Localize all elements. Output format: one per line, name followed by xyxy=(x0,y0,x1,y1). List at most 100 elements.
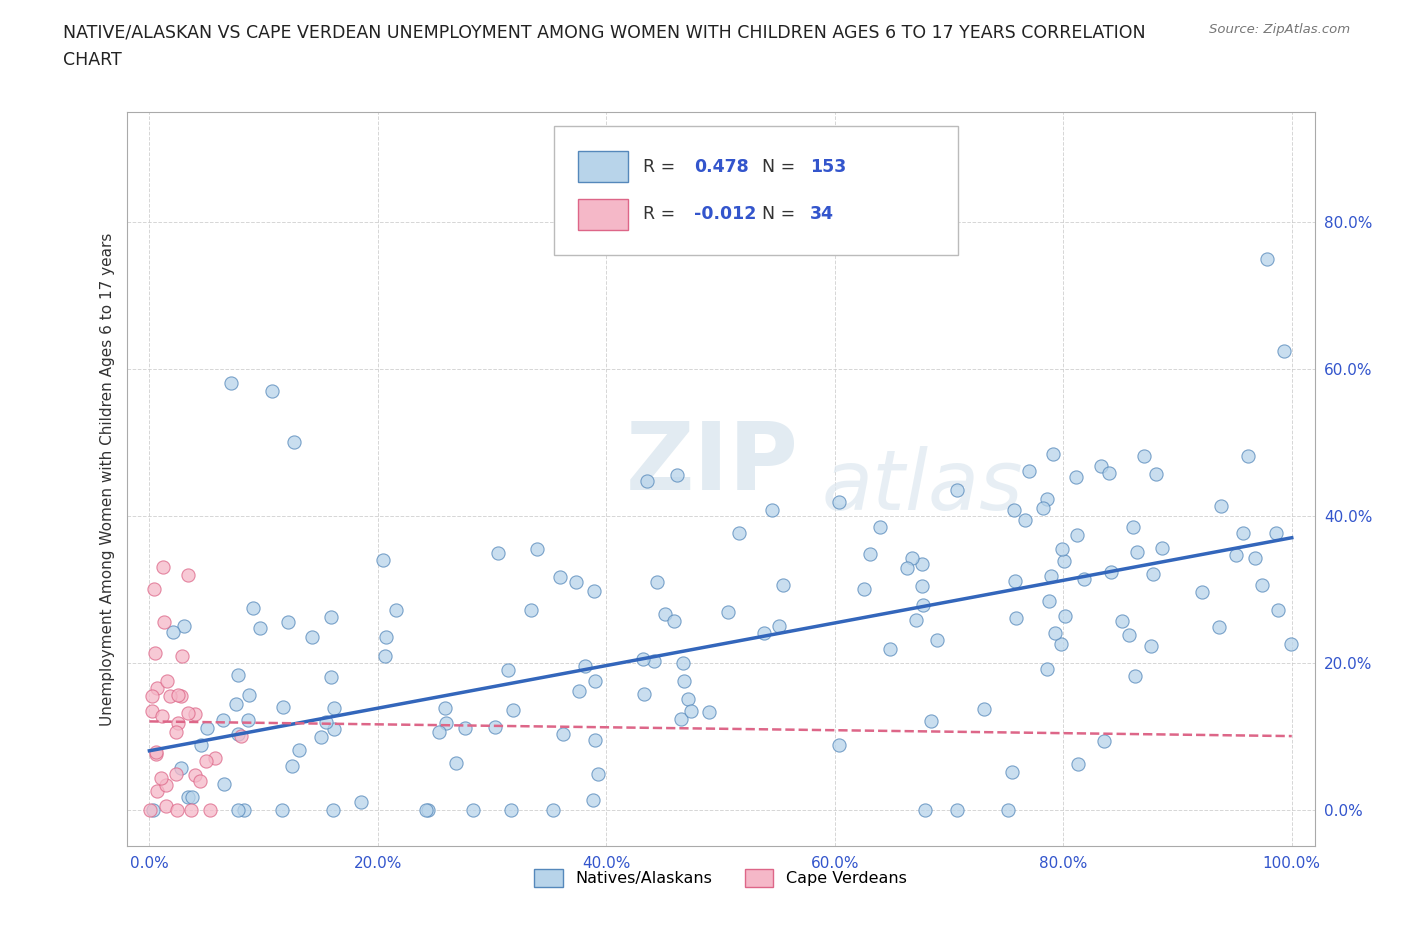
Text: 0.478: 0.478 xyxy=(695,158,749,176)
Point xyxy=(167,688,190,703)
Point xyxy=(582,792,605,807)
Text: CHART: CHART xyxy=(63,51,122,69)
Point xyxy=(1191,585,1213,600)
Text: N =: N = xyxy=(762,206,801,223)
Point xyxy=(1133,448,1156,463)
Point xyxy=(484,720,506,735)
Point xyxy=(1279,637,1302,652)
Point xyxy=(177,790,200,804)
Point xyxy=(643,654,665,669)
Point xyxy=(374,648,396,663)
Point xyxy=(1126,544,1149,559)
Point xyxy=(1043,626,1066,641)
Point xyxy=(574,659,596,674)
Point xyxy=(679,703,702,718)
Text: R =: R = xyxy=(644,206,681,223)
Point xyxy=(249,620,271,635)
Point xyxy=(486,546,509,561)
Point xyxy=(183,767,205,782)
Point xyxy=(636,473,658,488)
Point xyxy=(143,645,166,660)
Point xyxy=(911,556,934,571)
Point xyxy=(416,802,439,817)
Point xyxy=(565,575,588,590)
Text: 34: 34 xyxy=(810,206,834,223)
Point xyxy=(371,552,394,567)
Point xyxy=(142,802,165,817)
Point xyxy=(1050,541,1073,556)
Point xyxy=(173,618,195,633)
Point xyxy=(1032,501,1054,516)
Point xyxy=(433,700,456,715)
Point xyxy=(301,630,323,644)
Point xyxy=(150,770,173,785)
Point xyxy=(1036,491,1059,506)
Point xyxy=(1121,519,1143,534)
Point xyxy=(498,662,520,677)
Point xyxy=(315,714,337,729)
Point xyxy=(159,689,181,704)
Point xyxy=(869,520,891,535)
Point xyxy=(553,726,575,741)
Point xyxy=(1256,251,1278,266)
Point xyxy=(946,802,969,817)
Point xyxy=(146,783,169,798)
Point xyxy=(166,724,188,739)
Point xyxy=(768,618,790,633)
Point xyxy=(434,715,457,730)
Point xyxy=(1118,627,1140,642)
Point xyxy=(673,673,696,688)
Point xyxy=(1053,608,1076,623)
Point xyxy=(155,777,177,792)
FancyBboxPatch shape xyxy=(578,152,628,182)
Point xyxy=(156,674,179,689)
Point xyxy=(188,774,211,789)
Point xyxy=(145,747,167,762)
Point xyxy=(997,802,1019,817)
Text: Source: ZipAtlas.com: Source: ZipAtlas.com xyxy=(1209,23,1350,36)
Point xyxy=(1209,498,1232,513)
Point xyxy=(583,733,606,748)
Point xyxy=(904,613,927,628)
Point xyxy=(859,547,882,562)
Point xyxy=(166,715,188,730)
Point xyxy=(270,802,292,817)
Point xyxy=(375,630,398,644)
Point xyxy=(1111,614,1133,629)
Point xyxy=(195,721,218,736)
Point xyxy=(697,705,720,720)
Point xyxy=(633,686,655,701)
Point xyxy=(901,551,924,565)
Point xyxy=(238,687,260,702)
Point xyxy=(752,626,775,641)
Point xyxy=(228,802,250,817)
Legend: Natives/Alaskans, Cape Verdeans: Natives/Alaskans, Cape Verdeans xyxy=(527,862,914,894)
Point xyxy=(170,761,193,776)
Point xyxy=(520,603,543,618)
Point xyxy=(204,751,226,765)
Point xyxy=(1035,661,1057,676)
Point xyxy=(772,578,794,592)
Point xyxy=(1272,343,1295,358)
Text: ZIP: ZIP xyxy=(626,418,799,511)
Point xyxy=(283,435,305,450)
Point xyxy=(1244,551,1267,565)
Point xyxy=(321,609,343,624)
Point xyxy=(896,561,918,576)
Point xyxy=(226,726,249,741)
Point xyxy=(550,569,572,584)
Point xyxy=(912,598,935,613)
Point xyxy=(1251,578,1274,592)
Point xyxy=(1265,525,1288,540)
Point xyxy=(672,656,695,671)
Point xyxy=(1092,733,1115,748)
Point xyxy=(166,802,188,817)
Point xyxy=(170,649,193,664)
Point xyxy=(1225,548,1247,563)
Point xyxy=(914,802,936,817)
Point xyxy=(669,711,692,726)
Point xyxy=(146,681,169,696)
Point xyxy=(322,802,344,817)
Point xyxy=(1040,568,1063,583)
Point xyxy=(717,604,740,619)
